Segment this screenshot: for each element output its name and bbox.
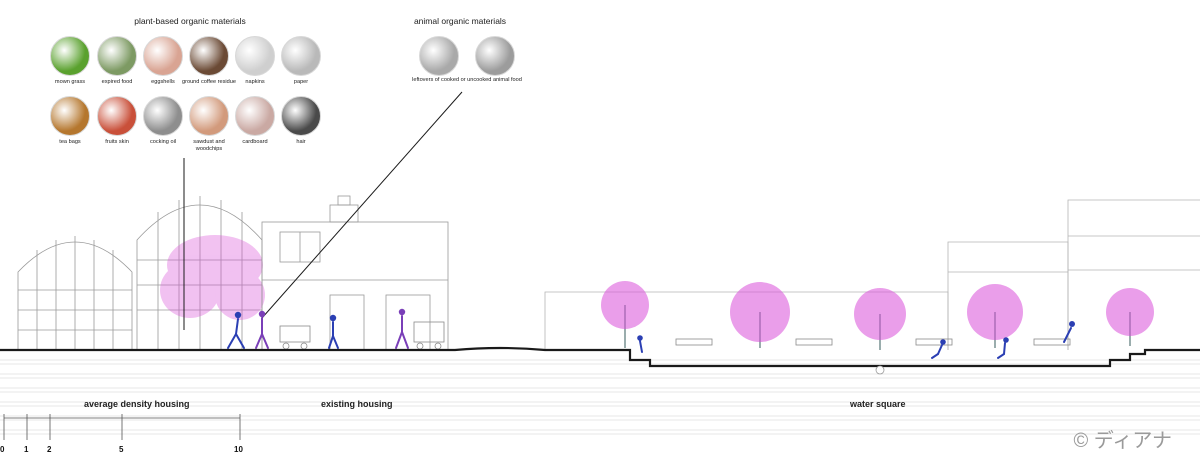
paper-icon [281, 36, 321, 76]
zone-label-average-density: average density housing [84, 399, 190, 409]
material-label: tea bags [59, 139, 81, 145]
material-label: napkins [245, 79, 265, 85]
material-label: paper [293, 79, 309, 85]
material-item: paper [273, 36, 329, 86]
copyright-watermark: © ディアナ [1073, 430, 1173, 452]
carts [279, 321, 445, 350]
ground-profile [0, 346, 1200, 368]
food-icon [97, 36, 137, 76]
material-item: cardboard [227, 96, 283, 146]
material-item: sawdust and woodchips [181, 96, 237, 153]
material-item [404, 36, 474, 76]
people [227, 308, 1075, 359]
material-label: hair [296, 139, 306, 145]
material-item: fruits skin [89, 96, 145, 146]
fruit-icon [97, 96, 137, 136]
material-label: ground coffee residue [181, 79, 236, 85]
material-item: expired food [89, 36, 145, 86]
person-5 [931, 339, 946, 359]
tree-1 [601, 281, 649, 348]
callout-lines [183, 91, 463, 330]
scale-tick: 1 [24, 445, 29, 454]
trees [601, 281, 1154, 350]
person-8 [637, 335, 643, 353]
animal-material-label: leftovers of cooked or uncooked animal f… [412, 77, 522, 83]
material-item: cocking oil [135, 96, 191, 146]
person-7 [1063, 321, 1075, 343]
material-item [460, 36, 530, 76]
animal-materials-header: animal organic materials [413, 16, 507, 26]
material-item: ground coffee residue [181, 36, 237, 86]
tree-2 [730, 282, 790, 348]
material-label: cardboard [242, 139, 268, 145]
grass-icon [50, 36, 90, 76]
material-label: expired food [101, 79, 133, 85]
greenhouse-large [136, 196, 263, 350]
material-item: hair [273, 96, 329, 146]
scale-tick: 5 [119, 445, 124, 454]
teabag-icon [50, 96, 90, 136]
zone-label-existing-housing: existing housing [321, 399, 393, 409]
person-1 [227, 311, 245, 349]
pink-vegetation [160, 235, 265, 320]
zone-label-water-square: water square [850, 399, 906, 409]
bone-icon [475, 36, 515, 76]
scale-tick: 10 [234, 445, 243, 454]
benches [675, 338, 1071, 346]
person-3 [328, 314, 339, 349]
person-2 [255, 310, 269, 349]
material-label: cocking oil [149, 139, 177, 145]
eggshell-icon [143, 36, 183, 76]
tree-4 [967, 284, 1023, 348]
person-6 [997, 337, 1009, 359]
material-item: napkins [227, 36, 283, 86]
material-item: tea bags [42, 96, 98, 146]
material-label: fruits skin [105, 139, 129, 145]
tree-5 [1106, 288, 1154, 346]
material-item: mown grass [42, 36, 98, 86]
person-4 [395, 308, 409, 349]
oil-icon [143, 96, 183, 136]
material-label: eggshells [151, 79, 175, 85]
water-outlet [875, 365, 885, 375]
scale-tick: 2 [47, 445, 52, 454]
scale-bar [3, 414, 241, 440]
ground-hatch [0, 359, 1200, 435]
material-item: eggshells [135, 36, 191, 86]
scale-tick: 0 [0, 445, 5, 454]
tree-3 [854, 288, 906, 350]
meat-icon [419, 36, 459, 76]
sawdust-icon [189, 96, 229, 136]
material-label: sawdust and woodchips [193, 139, 225, 152]
hair-icon [281, 96, 321, 136]
napkin-icon [235, 36, 275, 76]
cardboard-icon [235, 96, 275, 136]
greenhouse-small [17, 236, 133, 350]
material-label: mown grass [54, 79, 86, 85]
plant-materials-header: plant-based organic materials [134, 16, 246, 26]
existing-housing [261, 195, 449, 351]
coffee-icon [189, 36, 229, 76]
